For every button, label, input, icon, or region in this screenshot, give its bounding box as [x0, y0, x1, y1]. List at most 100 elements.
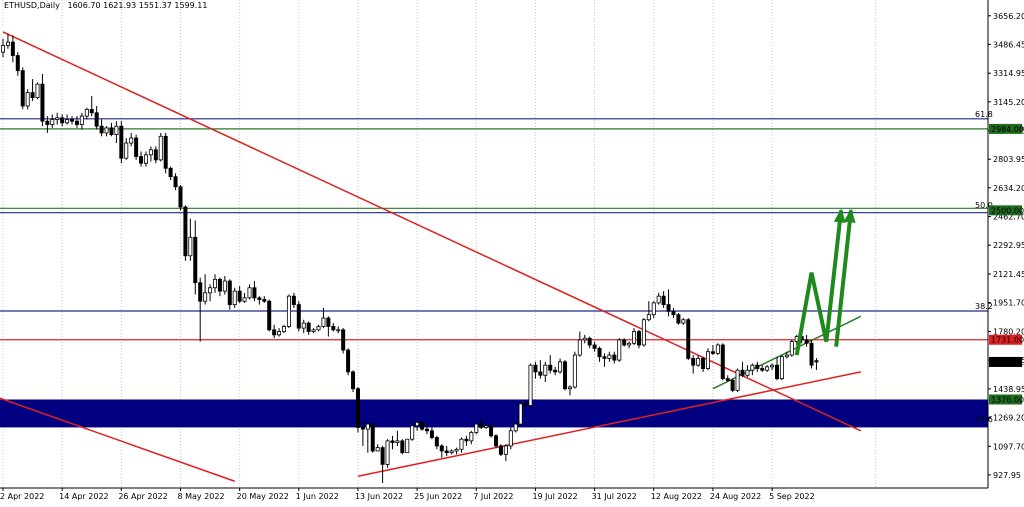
- candle-bear: [424, 428, 429, 432]
- horizontal-lines-layer: [0, 118, 988, 341]
- candle-bull: [5, 41, 10, 46]
- price-tag-label: 2500.00: [991, 206, 1024, 215]
- candle-bear: [60, 117, 65, 124]
- candle-bull: [646, 314, 651, 321]
- candle-bear: [183, 206, 188, 257]
- candle-bear: [257, 297, 262, 300]
- projection-arrow-2: [834, 210, 853, 347]
- price-tag: [989, 394, 1022, 405]
- candle-bear: [479, 423, 484, 428]
- price-tag: [989, 123, 1022, 134]
- candle-bull: [405, 438, 410, 454]
- price-tick-label: 2292.95: [993, 241, 1024, 250]
- candle-bull: [582, 337, 587, 341]
- candle-bull: [784, 354, 789, 358]
- candle-bear: [291, 295, 296, 305]
- candle-bull: [25, 92, 30, 107]
- candle-bull: [395, 440, 400, 443]
- candle-bull: [158, 135, 163, 161]
- time-axis: 2 Apr 2022 14 Apr 2022 26 Apr 2022 8 May 20…: [0, 487, 988, 501]
- time-tick-label: 12 Aug 2022: [651, 492, 702, 501]
- candle-bear: [498, 445, 503, 455]
- candle-bear: [370, 423, 375, 452]
- candle-bull: [745, 369, 750, 376]
- candle-bull: [301, 322, 306, 329]
- candle-bear: [676, 314, 681, 324]
- candle-bull: [365, 423, 370, 430]
- candle-bear: [602, 356, 607, 359]
- candle-bull: [779, 356, 784, 380]
- candle-bear: [548, 364, 553, 371]
- candle-bear: [262, 299, 267, 302]
- price-tick-label: 927.95: [993, 471, 1021, 480]
- price-tick-label: 3656.20: [993, 12, 1024, 21]
- candle-bear: [523, 403, 528, 406]
- candle-bear: [198, 282, 203, 302]
- candle-bull: [208, 287, 213, 294]
- candle-bear: [351, 371, 356, 390]
- time-tick-label: 1 Jun 2022: [296, 492, 339, 501]
- candle-bear: [237, 290, 242, 302]
- candle-bear: [464, 438, 469, 442]
- candle-bear: [420, 421, 425, 430]
- projection-layer: [794, 208, 856, 356]
- time-tick-label: 8 May 2022: [177, 492, 224, 501]
- candle-bear: [725, 378, 730, 381]
- candle-bear: [538, 371, 543, 376]
- candle-bear: [755, 364, 760, 369]
- candle-bear: [612, 354, 617, 361]
- price-tick-label: 1780.20: [993, 327, 1024, 336]
- candle-bear: [380, 447, 385, 465]
- candle-bull: [543, 364, 548, 376]
- candle-bull: [765, 366, 770, 371]
- candle-bull: [321, 317, 326, 327]
- candle-bear: [267, 300, 272, 331]
- price-tick-label: 1951.70: [993, 299, 1024, 308]
- candle-bull: [375, 447, 380, 452]
- candle-bull: [789, 341, 794, 356]
- candle-bull: [715, 344, 720, 354]
- candle-bear: [227, 280, 232, 305]
- candle-bear: [153, 149, 158, 161]
- candle-bear: [701, 358, 706, 369]
- price-tag: [989, 205, 1022, 216]
- candle-bear: [493, 435, 498, 447]
- candle-bear: [814, 360, 819, 363]
- candle-bear: [74, 120, 79, 125]
- price-tag: [989, 334, 1022, 345]
- trendline: [2, 31, 862, 432]
- fib-level-label: 38.2: [975, 302, 993, 311]
- candle-bear: [400, 440, 405, 454]
- candle-bear: [355, 388, 360, 428]
- candle-bear: [360, 427, 365, 430]
- candle-bull: [469, 432, 474, 442]
- candle-bull: [558, 361, 563, 373]
- candle-bull: [572, 354, 577, 388]
- fib-level-label: 23.6: [975, 415, 993, 424]
- candle-bear: [760, 368, 765, 371]
- candle-bear: [20, 70, 25, 107]
- candle-bull: [735, 369, 740, 391]
- candle-bull: [681, 319, 686, 324]
- candle-bear: [439, 445, 444, 452]
- price-tick-label: 3486.45: [993, 40, 1024, 49]
- candle-bear: [661, 295, 666, 305]
- candle-bull: [148, 149, 153, 156]
- candle-bear: [99, 125, 104, 134]
- candle-bull: [65, 119, 70, 124]
- candle-bull: [316, 326, 321, 331]
- price-tag-label: 1376.00: [991, 395, 1024, 404]
- price-tag-label: 2984.00: [991, 125, 1024, 134]
- candle-bull: [35, 83, 40, 99]
- candle-bull: [143, 154, 148, 164]
- candle-bull: [508, 430, 513, 447]
- support-zone: [0, 399, 988, 428]
- candle-bear: [139, 156, 144, 164]
- ohlc-readout: 1606.70 1621.93 1551.37 1599.11: [67, 1, 208, 10]
- grid-layer: [2, 0, 877, 488]
- price-labels-layer: 61.8 50.0 38.2 23.6 2984.00 2500.00 1731.00 159…: [975, 110, 1024, 424]
- candle-bear: [489, 425, 494, 437]
- candle-bear: [691, 358, 696, 366]
